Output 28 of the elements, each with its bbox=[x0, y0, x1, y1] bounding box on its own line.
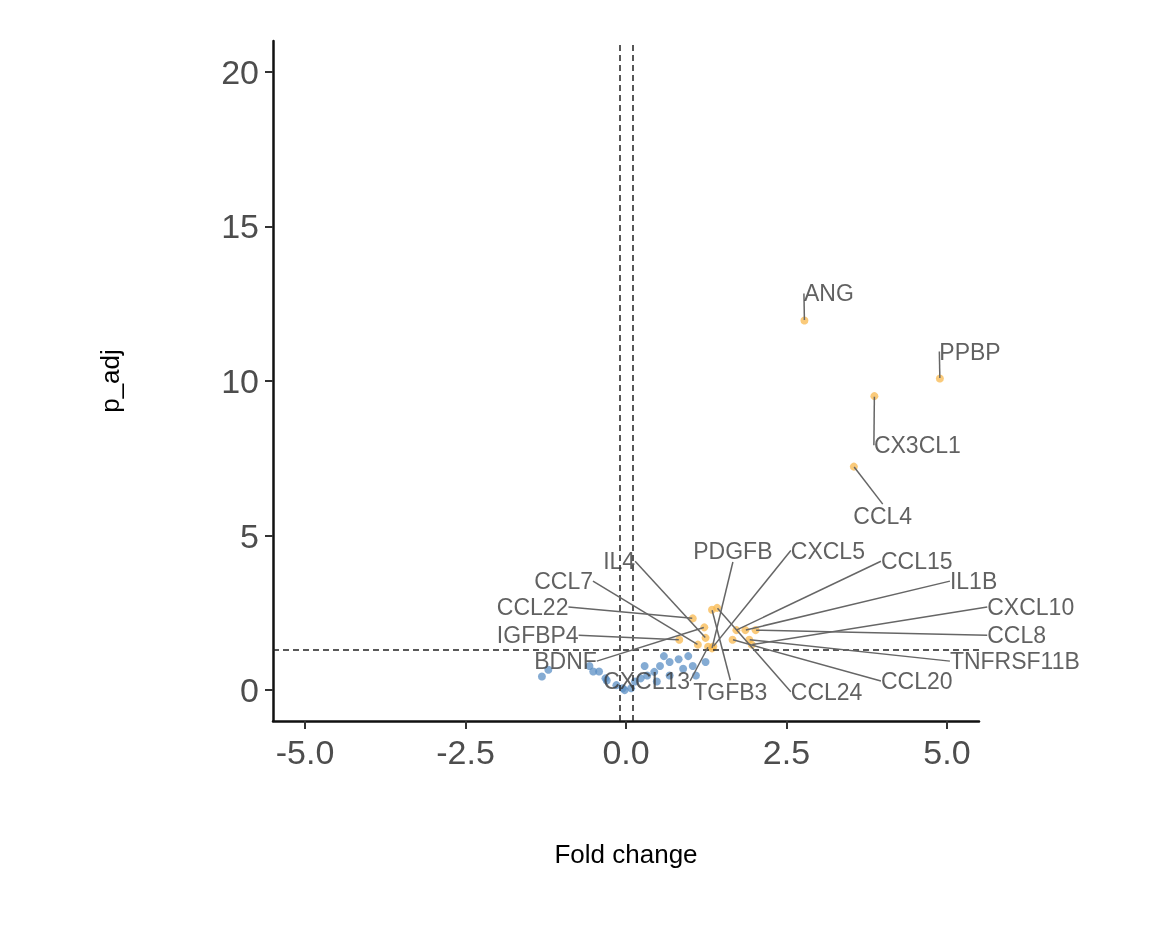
y-tick-label: 5 bbox=[240, 516, 259, 555]
annotation: CCL4 bbox=[853, 502, 913, 529]
y-tick-label: 15 bbox=[221, 207, 259, 246]
y-axis-title: p_adj bbox=[95, 349, 125, 413]
annotation: IL4 bbox=[603, 548, 636, 575]
x-tick-label: 2.5 bbox=[762, 733, 811, 771]
x-tick-label: -5.0 bbox=[275, 733, 335, 771]
y-tick-label: 10 bbox=[221, 362, 259, 400]
y-tick-label: 20 bbox=[221, 52, 259, 91]
annotation: CXCL5 bbox=[790, 537, 865, 564]
annotation: BDNF bbox=[534, 648, 597, 675]
annotation: CCL20 bbox=[880, 667, 953, 694]
annotation: IGFBP4 bbox=[496, 622, 579, 649]
annotation: PDGFB bbox=[693, 537, 773, 564]
x-tick-label: -2.5 bbox=[436, 733, 495, 771]
annotation: CX3CL1 bbox=[873, 432, 961, 459]
annotation: CXCL10 bbox=[987, 594, 1075, 621]
annotation: TGFB3 bbox=[693, 678, 768, 705]
annotation: ANG bbox=[803, 280, 854, 307]
y-tick-label: 0 bbox=[240, 671, 259, 710]
x-tick-label: 5.0 bbox=[923, 733, 971, 771]
x-tick-label: 0.0 bbox=[602, 733, 650, 771]
annotation: CCL7 bbox=[534, 568, 593, 595]
annotation: PPBP bbox=[939, 338, 1001, 365]
annotation: CCL8 bbox=[987, 622, 1047, 649]
x-axis-title: Fold change bbox=[554, 839, 698, 869]
annotation: CCL24 bbox=[790, 678, 863, 705]
annotation: CCL22 bbox=[496, 594, 569, 621]
